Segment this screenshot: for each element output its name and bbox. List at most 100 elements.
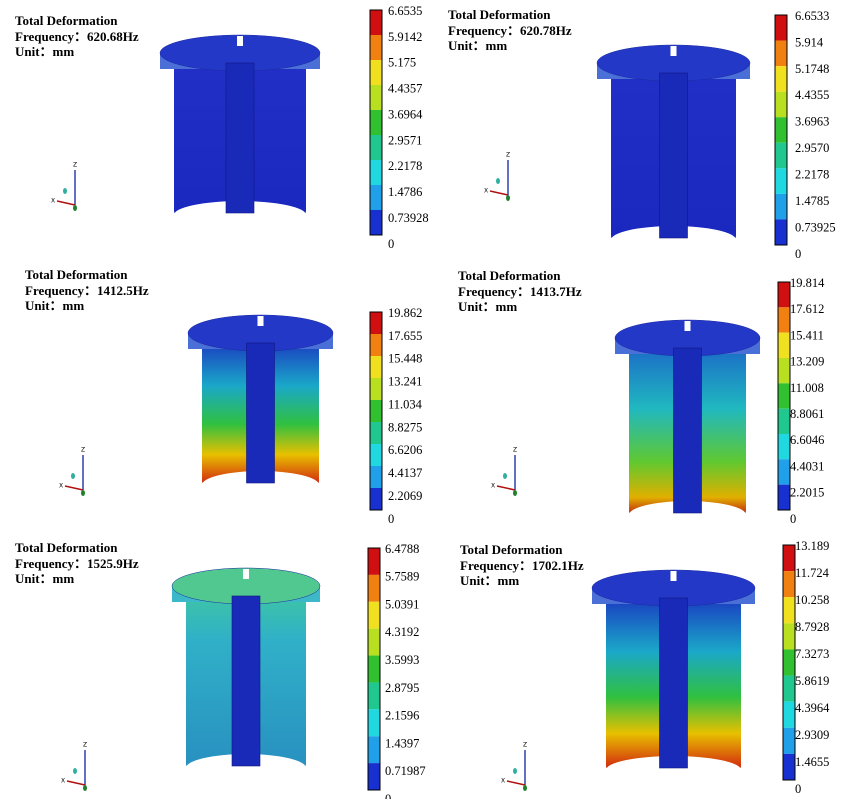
colorbar-band <box>783 676 795 702</box>
colorbar-band <box>370 400 382 422</box>
legend-label: 3.5993 <box>385 653 419 667</box>
unit: Unit：mm <box>448 38 507 53</box>
colorbar-band <box>775 41 787 67</box>
legend-label: 8.7928 <box>795 620 829 634</box>
legend-label: 11.008 <box>790 381 824 395</box>
model-slot <box>243 569 249 579</box>
legend-label: 0.73928 <box>388 211 429 225</box>
colorbar-band <box>783 545 795 571</box>
unit: Unit：mm <box>460 573 519 588</box>
model-core <box>674 348 702 513</box>
colorbar-band <box>778 409 790 434</box>
model-core <box>232 596 260 766</box>
legend-label: 2.9570 <box>795 141 829 155</box>
colorbar-band <box>370 488 382 510</box>
axis-y <box>513 768 517 774</box>
legend-label: 2.2015 <box>790 486 824 500</box>
unit: Unit：mm <box>458 299 517 314</box>
colorbar-band <box>778 333 790 358</box>
colorbar-band <box>778 485 790 510</box>
legend-label: 7.3273 <box>795 647 829 661</box>
model-slot <box>671 571 677 581</box>
colorbar-band <box>778 434 790 459</box>
legend-label: 13.189 <box>795 539 829 553</box>
axis-origin <box>506 195 510 201</box>
colorbar-band <box>775 15 787 41</box>
legend-label: 2.1596 <box>385 709 419 723</box>
axis-origin <box>523 785 527 791</box>
colorbar-band <box>775 143 787 169</box>
axis-origin <box>81 490 85 496</box>
panel-title: Total Deformation <box>448 7 551 22</box>
unit: Unit：mm <box>25 298 84 313</box>
colorbar-band <box>370 466 382 488</box>
legend-label: 0 <box>385 792 391 799</box>
legend-label: 6.4788 <box>385 542 419 556</box>
panel-title: Total Deformation <box>25 267 128 282</box>
axis-x <box>57 201 75 205</box>
legend-label: 8.8275 <box>388 420 422 434</box>
colorbar-band <box>370 185 382 210</box>
legend-label: 11.724 <box>795 566 830 580</box>
mode-panel: Total DeformationFrequency：1413.7HzUnit：… <box>458 268 825 529</box>
colorbar-band <box>775 117 787 143</box>
legend-label: 15.448 <box>388 352 422 366</box>
legend-label: 0 <box>388 512 394 526</box>
unit: Unit：mm <box>15 571 74 586</box>
panel-title: Total Deformation <box>15 13 118 28</box>
colorbar-band <box>775 194 787 220</box>
axis-x-label: X <box>491 483 495 490</box>
legend-label: 4.4031 <box>790 459 824 473</box>
legend-label: 3.6963 <box>795 115 829 129</box>
legend-label: 5.1748 <box>795 62 829 76</box>
axis-x-label: X <box>59 483 63 490</box>
colorbar-band <box>370 444 382 466</box>
legend-label: 2.8795 <box>385 681 419 695</box>
figure: Total DeformationFrequency：620.68HzUnit：… <box>0 0 853 799</box>
frequency: Frequency：1525.9Hz <box>15 556 139 571</box>
mode-panel: Total DeformationFrequency：620.68HzUnit：… <box>15 4 429 251</box>
axis-y <box>503 473 507 479</box>
model-slot <box>685 321 691 331</box>
model-core <box>247 343 275 483</box>
colorbar-band <box>370 356 382 378</box>
legend-label: 19.814 <box>790 276 825 290</box>
model-slot <box>237 36 243 46</box>
axis-x <box>67 781 85 785</box>
legend-label: 6.6046 <box>790 433 824 447</box>
axis-x <box>490 191 508 195</box>
axis-z-label: Z <box>83 742 87 749</box>
colorbar-band <box>368 575 380 602</box>
colorbar-band <box>783 754 795 780</box>
axis-origin <box>73 205 77 211</box>
legend-label: 0 <box>795 247 801 261</box>
colorbar-band <box>368 736 380 763</box>
mode-panel: Total DeformationFrequency：1412.5HzUnit：… <box>25 267 423 526</box>
colorbar-band <box>368 656 380 683</box>
legend-label: 11.034 <box>388 397 423 411</box>
legend-label: 0 <box>790 512 796 526</box>
colorbar-band <box>370 312 382 334</box>
axis-z-label: Z <box>523 742 527 749</box>
colorbar-band <box>368 548 380 575</box>
legend-label: 6.6535 <box>388 4 422 18</box>
colorbar-band <box>370 135 382 160</box>
legend-label: 2.2178 <box>795 168 829 182</box>
legend-label: 5.7589 <box>385 570 419 584</box>
colorbar-band <box>783 728 795 754</box>
axis-origin <box>513 490 517 496</box>
legend-label: 4.4357 <box>388 82 422 96</box>
panel-title: Total Deformation <box>460 542 563 557</box>
legend-label: 5.8619 <box>795 674 829 688</box>
colorbar-band <box>368 763 380 790</box>
colorbar-band <box>370 210 382 235</box>
colorbar-band <box>783 649 795 675</box>
colorbar-band <box>778 383 790 408</box>
legend-label: 4.4355 <box>795 88 829 102</box>
legend-label: 1.4786 <box>388 185 422 199</box>
colorbar-band <box>778 358 790 383</box>
axis-z-label: Z <box>81 447 85 454</box>
axis-x-label: X <box>484 188 488 195</box>
colorbar-band <box>775 92 787 118</box>
panel-title: Total Deformation <box>15 540 118 555</box>
